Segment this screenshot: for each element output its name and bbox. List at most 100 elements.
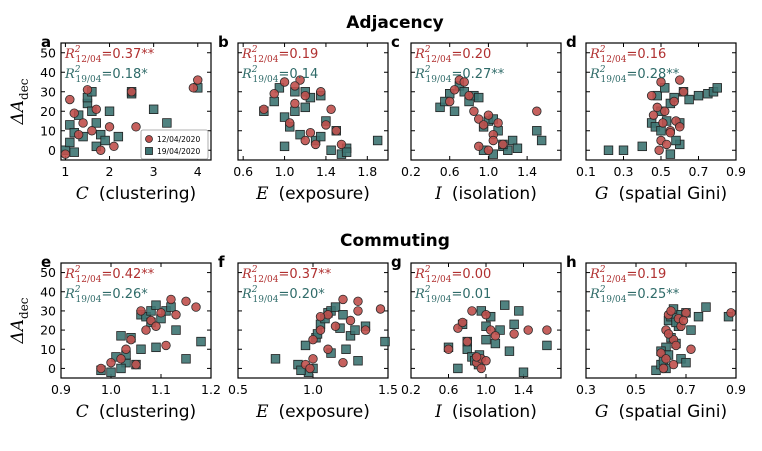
point-12-04 (131, 359, 141, 370)
point-19-04 (104, 106, 115, 116)
x-tick-label: 0.2 (401, 382, 421, 397)
point-19-04 (380, 336, 390, 347)
point-12-04 (96, 363, 106, 374)
point-12-04 (171, 310, 181, 320)
r2-symbol: R (589, 47, 600, 62)
point-19-04 (712, 83, 722, 93)
point-12-04 (338, 357, 348, 368)
point-19-04 (504, 346, 515, 356)
x-axis-label: I (isolation) (434, 402, 537, 422)
y-axis-sub: dec (17, 297, 31, 319)
point-12-04 (181, 296, 191, 307)
r2-symbol: R (414, 67, 425, 82)
r2-symbol: R (241, 267, 252, 282)
point-12-04 (109, 141, 119, 152)
y-axis-main: ΔA (8, 319, 28, 345)
point-12-04 (686, 344, 696, 354)
r2-annotation-19-04: R2 19/04=0.27** (414, 65, 505, 85)
x-tick-label: 0.2 (401, 164, 421, 179)
point-12-04 (191, 302, 201, 312)
r2-annotation-19-04: R2 19/04=0.25** (589, 285, 680, 305)
point-12-04 (65, 94, 75, 105)
axes-frame (410, 42, 562, 161)
x-axis-label: C (clustering) (76, 184, 196, 204)
point-19-04 (701, 302, 711, 312)
legend-marker (145, 147, 153, 155)
point-12-04 (498, 139, 508, 150)
axes-frame (60, 262, 212, 379)
r2-sub: 12/04 (601, 55, 627, 65)
point-19-04 (113, 131, 124, 142)
point-19-04 (148, 104, 159, 115)
x-tick-label: 0.1 (576, 164, 596, 179)
point-12-04 (323, 344, 333, 354)
x-axis-symbol: G (595, 184, 609, 204)
x-axis-label: G (spatial Gini) (595, 402, 727, 422)
point-12-04 (353, 306, 363, 316)
point-19-04 (495, 325, 505, 335)
x-tick-label: 0.9 (51, 382, 71, 397)
r2-sup: 2 (599, 45, 606, 55)
point-12-04 (493, 118, 503, 128)
r2-value: =0.26* (101, 287, 148, 302)
x-tick-label: 2 (106, 164, 114, 179)
point-19-04 (100, 135, 110, 146)
point-12-04 (476, 363, 487, 374)
point-12-04 (96, 145, 106, 155)
r2-sup: 2 (424, 285, 431, 295)
point-12-04 (78, 118, 88, 128)
r2-symbol: R (589, 267, 600, 282)
point-12-04 (305, 127, 316, 138)
x-tick-label: 1.0 (476, 382, 496, 397)
x-tick-label: 3 (150, 164, 158, 179)
r2-sup: 2 (424, 265, 431, 275)
r2-value: =0.18* (101, 67, 148, 82)
point-19-04 (341, 147, 352, 157)
point-12-04 (106, 357, 116, 368)
point-12-04 (457, 317, 468, 328)
r2-value: =0.42** (101, 267, 154, 282)
point-12-04 (678, 315, 689, 326)
r2-value: =0.37** (101, 47, 154, 62)
point-12-04 (166, 294, 176, 305)
panel-d: d0.1 0.3 0.5 0.7 0.9G (spatial Gini)R2 12/04=0… (566, 33, 746, 204)
point-12-04 (295, 75, 305, 85)
point-12-04 (308, 334, 318, 345)
x-tick-label: 0.5 (626, 382, 646, 397)
panel-letter-d: d (566, 33, 577, 51)
point-19-04 (171, 325, 181, 335)
row-title-commuting: Commuting (340, 231, 450, 251)
r2-value: =0.00 (451, 267, 491, 282)
point-19-04 (693, 311, 704, 322)
point-12-04 (285, 118, 295, 128)
r2-symbol: R (241, 67, 252, 82)
r2-sup: 2 (424, 45, 431, 55)
point-12-04 (336, 139, 347, 150)
x-tick-label: 1.2 (201, 382, 221, 397)
point-19-04 (295, 129, 305, 140)
point-12-04 (308, 354, 318, 364)
point-19-04 (151, 300, 161, 310)
point-19-04 (146, 306, 156, 316)
point-12-04 (668, 359, 679, 370)
legend-box (140, 129, 209, 160)
point-19-04 (296, 365, 306, 376)
point-12-04 (188, 83, 199, 93)
point-12-04 (449, 85, 460, 95)
point-12-04 (646, 90, 657, 101)
r2-annotation-12-04: R2 12/04=0.16 (589, 45, 666, 65)
r2-annotation-12-04: R2 12/04=0.20 (414, 45, 491, 65)
point-12-04 (490, 331, 501, 341)
point-12-04 (509, 329, 519, 339)
x-tick-label: 1.4 (517, 164, 537, 179)
x-axis-symbol: G (595, 402, 609, 422)
x-axis-text: (spatial Gini) (618, 402, 727, 422)
panel-letter-c: c (391, 33, 400, 51)
point-19-04 (681, 357, 691, 368)
point-12-04 (459, 77, 469, 87)
x-axis-label: E (exposure) (255, 184, 370, 204)
r2-sub: 19/04 (76, 75, 102, 85)
point-19-04 (372, 135, 383, 146)
point-19-04 (665, 149, 676, 159)
